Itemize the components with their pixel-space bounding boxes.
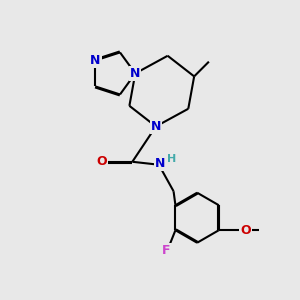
Text: N: N [130, 67, 140, 80]
Text: N: N [155, 157, 166, 170]
Text: F: F [162, 244, 171, 257]
Text: O: O [240, 224, 250, 237]
Text: H: H [167, 154, 177, 164]
Text: O: O [96, 155, 107, 168]
Text: N: N [90, 54, 101, 67]
Text: N: N [151, 120, 161, 133]
